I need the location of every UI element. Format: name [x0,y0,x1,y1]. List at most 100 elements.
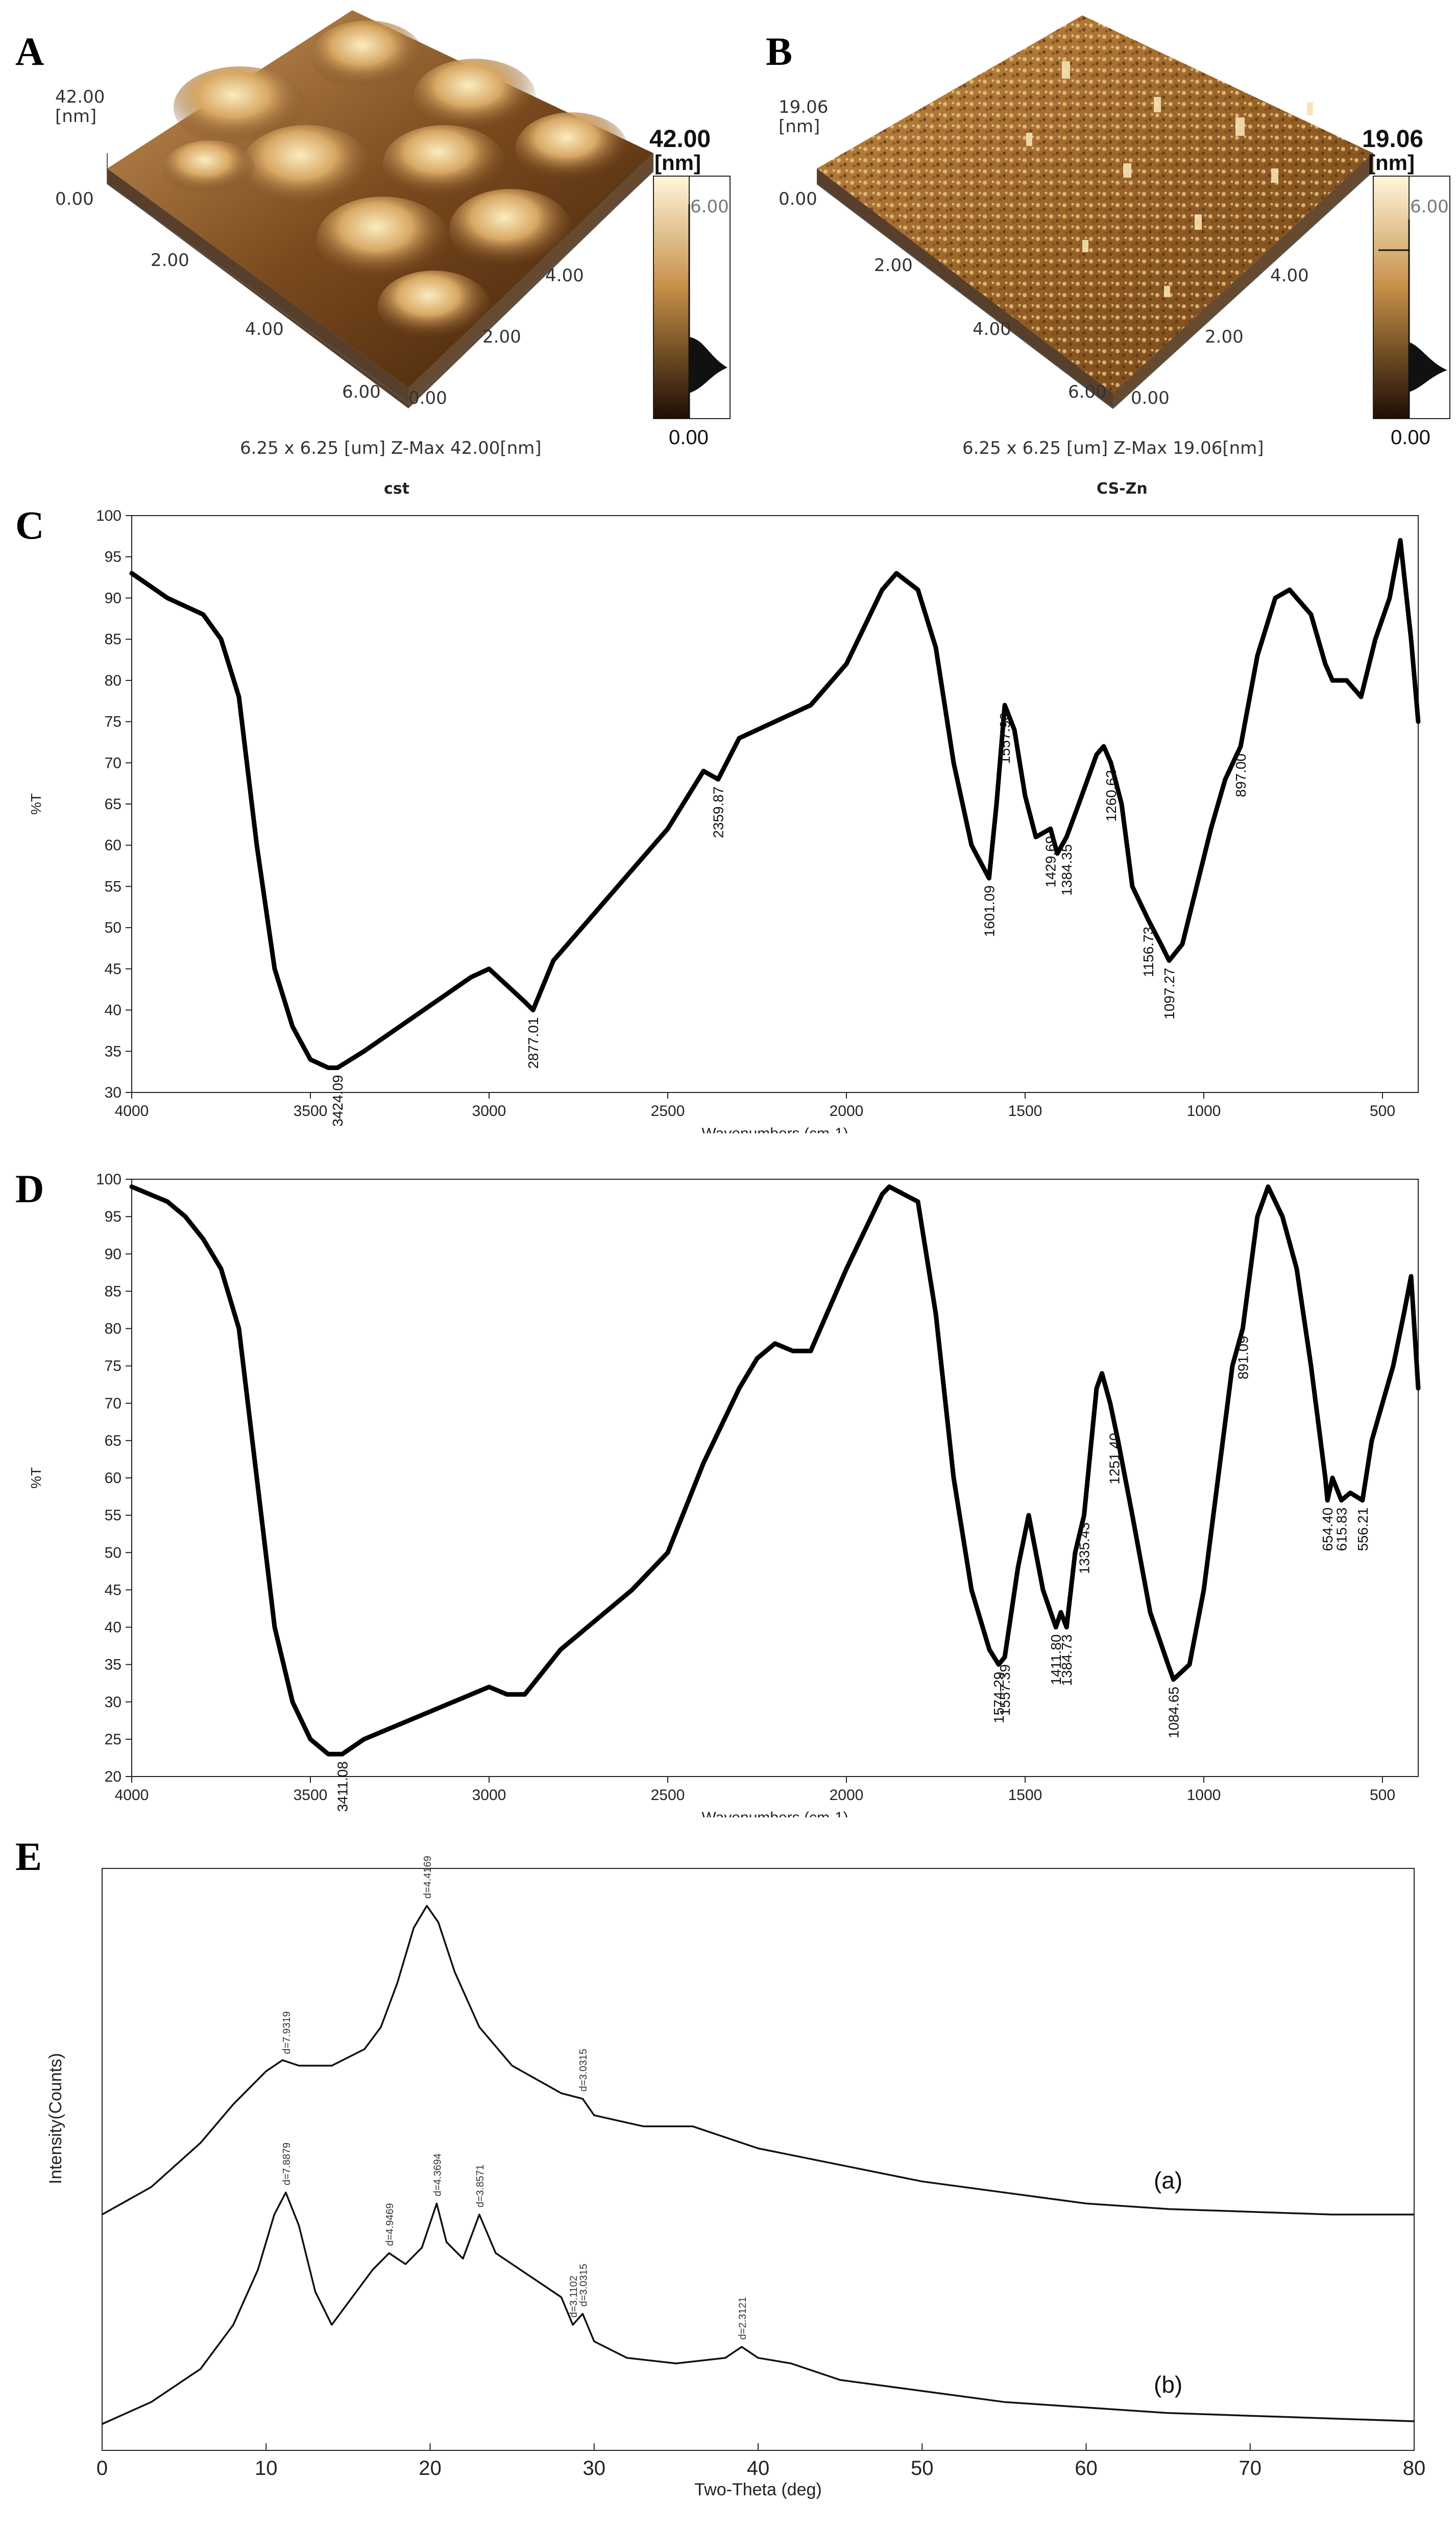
d-spacing-label: d=4.9469 [384,2203,396,2246]
y-tick-label: 80 [105,672,122,689]
plot-frame [131,515,1419,1093]
spectrum-line [129,1184,1421,1757]
y-tick-label: 70 [105,1395,122,1412]
afm-a-scale-unit: [nm] [654,151,701,175]
afm-b-z-unit: [nm] [779,116,820,137]
x-tick-label: 80 [1403,2457,1426,2479]
x-tick-label: 10 [255,2457,278,2479]
series-label: (b) [1154,2371,1182,2398]
afm-a-left-tick-2: 4.00 [245,319,284,339]
afm-a-scale-mid: 6.00 [690,197,729,217]
y-tick-label: 100 [96,1171,122,1188]
peak-label: 1335.43 [1077,1522,1093,1574]
panel-letter-a: A [15,29,44,74]
x-tick-label: 500 [1370,1787,1395,1804]
x-tick-label: 2000 [830,1103,864,1120]
y-tick-label: 50 [105,1544,122,1561]
peak-label: 3411.08 [334,1761,350,1812]
peak-label: 891.09 [1235,1336,1251,1380]
afm-a-z-unit: [nm] [55,106,97,127]
panel-letter-b: B [766,29,793,74]
y-tick-label: 60 [105,1470,122,1487]
d-spacing-label: d=3.0315 [578,2264,589,2306]
afm-a-right-tick-2: 2.00 [482,327,521,347]
y-tick-label: 20 [105,1768,122,1785]
spectrum-line [129,538,1421,1071]
plot-frame [102,1868,1415,2451]
afm-a-scale-max: 42.00 [649,126,711,153]
afm-b-scale-mid: 6.00 [1410,197,1449,217]
d-spacing-label: d=4.3694 [432,2153,443,2196]
x-axis-label: Wavenumbers (cm-1) [701,1125,848,1133]
x-axis-label: Wavenumbers (cm-1) [701,1809,848,1817]
plot-frame [131,1179,1419,1777]
afm-a-z-zero: 0.00 [55,189,94,209]
x-tick-label: 1500 [1008,1103,1042,1120]
y-tick-label: 55 [105,1507,122,1524]
afm-b-z-top: 19.06 [779,97,829,117]
y-tick-label: 40 [105,1002,122,1019]
peak-label: 2877.01 [525,1017,541,1069]
x-tick-label: 50 [911,2457,934,2479]
d-spacing-label: d=4.4169 [422,1856,433,1899]
y-axis-label: %T [28,1467,44,1489]
peak-label: 1260.62 [1103,770,1119,821]
d-spacing-label: d=7.9319 [281,2011,293,2054]
y-tick-label: 75 [105,714,122,731]
x-tick-label: 4000 [115,1787,149,1804]
x-tick-label: 40 [747,2457,770,2479]
d-spacing-label: d=3.8571 [475,2165,486,2207]
peak-label: 654.40 [1320,1507,1336,1551]
y-axis-label: Intensity(Counts) [46,2053,65,2184]
y-tick-label: 90 [105,1246,122,1262]
x-tick-label: 3500 [294,1787,328,1804]
x-tick-label: 500 [1370,1103,1395,1120]
peak-label: 1557.90 [997,712,1013,764]
peak-label: 1097.27 [1161,968,1177,1019]
peak-label: 1574.29 [991,1672,1007,1723]
peak-label: 556.21 [1355,1507,1371,1551]
ftir-chart-d: 20 25 30 35 40 45 50 55 60 65 70 75 80 85 90 95 100 4000 3… [28,1171,1421,1817]
y-tick-label: 90 [105,590,122,606]
x-tick-label: 70 [1239,2457,1262,2479]
afm-b-scale-unit: [nm] [1368,151,1415,175]
y-tick-label: 75 [105,1358,122,1375]
peak-label: 2359.87 [711,787,726,838]
afm-a-left-tick-1: 2.00 [151,250,189,271]
peak-label: 615.83 [1334,1507,1350,1551]
y-tick-label: 85 [105,631,122,648]
x-tick-label: 2500 [651,1787,685,1804]
y-axis-label: %T [28,793,44,815]
afm-b-right-tick-3: 4.00 [1270,265,1309,286]
afm-a-info: 6.25 x 6.25 [um] Z-Max 42.00[nm] [240,438,542,458]
panel-letter-c: C [15,503,44,547]
afm-a-caption: cst [384,480,409,498]
afm-b-right-tick-1: 0.00 [1131,388,1170,408]
afm-surface-b [816,15,1450,419]
d-spacing-label: d=2.3121 [737,2297,748,2340]
afm-a-scale-min: 0.00 [669,426,709,449]
x-tick-label: 3000 [472,1787,506,1804]
y-tick-label: 35 [105,1657,122,1673]
xrd-series-line [102,2192,1415,2425]
peak-label: 1411.80 [1048,1635,1064,1685]
x-tick-label: 3500 [294,1103,328,1120]
y-tick-label: 65 [105,1432,122,1449]
x-tick-label: 1500 [1008,1787,1042,1804]
y-tick-label: 70 [105,755,122,771]
afm-a-right-tick-3: 4.00 [545,265,584,286]
y-tick-label: 45 [105,961,122,978]
y-tick-label: 45 [105,1582,122,1598]
y-tick-label: 25 [105,1731,122,1748]
afm-b-caption: CS-Zn [1097,480,1148,498]
x-tick-label: 1000 [1187,1103,1221,1120]
panel-letter-e: E [15,1834,42,1879]
afm-b-scale-max: 19.06 [1362,126,1424,153]
x-axis-label: Two-Theta (deg) [694,2480,821,2499]
peak-label: 1251.40 [1106,1433,1122,1485]
afm-b-z-zero: 0.00 [779,189,817,209]
xrd-series-line [102,1905,1414,2216]
y-tick-label: 85 [105,1283,122,1300]
y-tick-label: 30 [105,1084,122,1101]
peak-label: 897.00 [1233,753,1249,797]
